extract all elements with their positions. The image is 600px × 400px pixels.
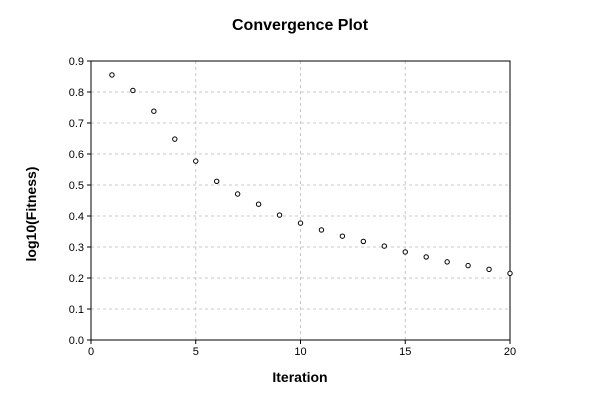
data-point: [423, 254, 429, 260]
x-tick-label: 15: [399, 346, 411, 358]
x-tick-label: 5: [193, 346, 199, 358]
data-point: [151, 108, 157, 114]
data-point: [130, 87, 136, 94]
data-points: [109, 72, 513, 277]
x-axis-label: Iteration: [272, 369, 327, 385]
y-tick-label: 0.6: [69, 149, 84, 161]
x-tick-label: 20: [504, 346, 516, 358]
grid-lines: [91, 61, 510, 340]
data-point: [318, 227, 325, 233]
y-tick-label: 0.9: [69, 56, 84, 68]
y-tick-label: 0.4: [69, 211, 84, 223]
data-point: [172, 136, 178, 142]
data-point: [276, 212, 283, 218]
y-tick-label: 0.5: [69, 180, 84, 192]
data-point: [465, 262, 471, 269]
data-point: [193, 158, 199, 164]
data-point: [507, 270, 513, 277]
data-point: [234, 191, 241, 197]
data-point: [297, 220, 304, 226]
y-tick-label: 0.2: [69, 273, 84, 285]
chart-title: Convergence Plot: [232, 17, 369, 34]
data-point: [214, 178, 220, 184]
x-tick-label: 10: [294, 346, 306, 358]
y-tick-label: 0.1: [69, 304, 84, 316]
data-point: [109, 72, 115, 78]
axis-ticks: 0 5 10 15 20 0.0 0.1 0.2 0.3 0.4 0.5 0.6 0.7 0.8 0.9: [69, 56, 516, 358]
x-tick-label: 0: [88, 346, 94, 358]
y-tick-label: 0.3: [69, 242, 84, 254]
y-tick-label: 0.0: [69, 335, 84, 347]
data-point: [444, 259, 450, 265]
data-point: [381, 243, 387, 249]
data-point: [339, 233, 346, 239]
data-point: [360, 238, 367, 245]
data-point: [402, 249, 408, 255]
y-tick-label: 0.7: [69, 118, 84, 130]
data-point: [255, 201, 262, 207]
data-point: [486, 266, 492, 273]
y-tick-label: 0.8: [69, 87, 84, 99]
y-axis-label: log10(Fitness): [23, 167, 39, 262]
